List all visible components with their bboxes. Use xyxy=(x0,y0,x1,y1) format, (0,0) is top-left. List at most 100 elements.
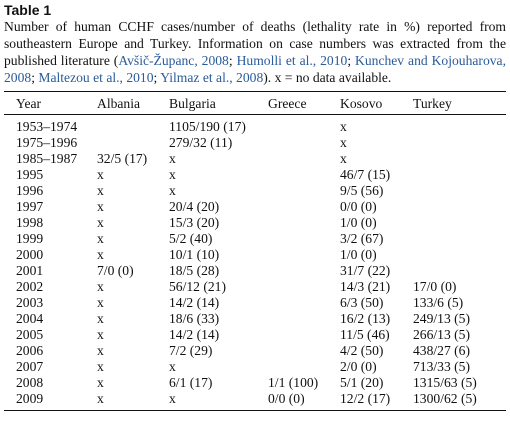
cell-turkey xyxy=(413,199,506,215)
cell-turkey xyxy=(413,135,506,151)
cell-bulgaria: 18/6 (33) xyxy=(169,311,268,327)
cell-kosovo: 31/7 (22) xyxy=(340,263,413,279)
header-greece: Greece xyxy=(268,92,340,114)
cell-albania: x xyxy=(97,375,169,391)
cell-year: 2005 xyxy=(4,327,97,343)
cell-turkey: 266/13 (5) xyxy=(413,327,506,343)
cell-year: 1999 xyxy=(4,231,97,247)
cell-year: 1997 xyxy=(4,199,97,215)
table-row: 2006 x 7/2 (29) 4/2 (50) 438/27 (6) xyxy=(4,343,506,359)
cell-greece xyxy=(268,327,340,343)
cell-albania: x xyxy=(97,183,169,199)
reference-link[interactable]: Humolli et al., 2010 xyxy=(237,53,348,68)
cell-kosovo: 16/2 (13) xyxy=(340,311,413,327)
table-row: 2007 x x 2/0 (0) 713/33 (5) xyxy=(4,359,506,375)
cell-bulgaria: 20/4 (20) xyxy=(169,199,268,215)
cell-albania: x xyxy=(97,247,169,263)
table-row: 2000 x 10/1 (10) 1/0 (0) xyxy=(4,247,506,263)
table-row: 2008 x 6/1 (17) 1/1 (100) 5/1 (20) 1315/63 (5… xyxy=(4,375,506,391)
cell-turkey xyxy=(413,231,506,247)
cell-kosovo: 46/7 (15) xyxy=(340,167,413,183)
cell-albania: x xyxy=(97,199,169,215)
cell-year: 2006 xyxy=(4,343,97,359)
cell-albania: 32/5 (17) xyxy=(97,151,169,167)
caption-text: ; xyxy=(347,53,355,68)
cell-greece xyxy=(268,231,340,247)
cell-greece xyxy=(268,183,340,199)
cell-albania: x xyxy=(97,295,169,311)
cell-turkey xyxy=(413,167,506,183)
cell-greece xyxy=(268,151,340,167)
cell-year: 2003 xyxy=(4,295,97,311)
cell-bulgaria: 5/2 (40) xyxy=(169,231,268,247)
cell-bulgaria: 14/2 (14) xyxy=(169,295,268,311)
cell-turkey xyxy=(413,263,506,279)
table-row: 2001 7/0 (0) 18/5 (28) 31/7 (22) xyxy=(4,263,506,279)
cell-year: 2009 xyxy=(4,391,97,407)
cell-albania: x xyxy=(97,327,169,343)
cell-turkey: 1300/62 (5) xyxy=(413,391,506,407)
cell-year: 2004 xyxy=(4,311,97,327)
table-row: 1953–1974 1105/190 (17) x xyxy=(4,115,506,135)
table-caption: Number of human CCHF cases/number of dea… xyxy=(4,18,506,86)
cell-year: 1995 xyxy=(4,167,97,183)
cell-year: 1998 xyxy=(4,215,97,231)
cell-bulgaria: 56/12 (21) xyxy=(169,279,268,295)
caption-text: ). x = no data available. xyxy=(263,70,391,85)
header-turkey: Turkey xyxy=(413,92,506,114)
cell-greece xyxy=(268,359,340,375)
cell-year: 2008 xyxy=(4,375,97,391)
cell-albania: x xyxy=(97,231,169,247)
table-row: 1985–1987 32/5 (17) x x xyxy=(4,151,506,167)
cell-year: 1953–1974 xyxy=(4,115,97,135)
table-row: 2003 x 14/2 (14) 6/3 (50) 133/6 (5) xyxy=(4,295,506,311)
header-albania: Albania xyxy=(97,92,169,114)
data-table: Year Albania Bulgaria Greece Kosovo Turk… xyxy=(4,92,506,407)
cell-turkey: 438/27 (6) xyxy=(413,343,506,359)
cell-greece xyxy=(268,247,340,263)
reference-link[interactable]: Yilmaz et al., 2008 xyxy=(160,70,263,85)
cell-turkey: 713/33 (5) xyxy=(413,359,506,375)
cell-year: 1985–1987 xyxy=(4,151,97,167)
cell-bulgaria: x xyxy=(169,151,268,167)
cell-bulgaria: 10/1 (10) xyxy=(169,247,268,263)
cell-bulgaria: 15/3 (20) xyxy=(169,215,268,231)
cell-bulgaria: 279/32 (11) xyxy=(169,135,268,151)
cell-turkey xyxy=(413,115,506,135)
cell-kosovo: 4/2 (50) xyxy=(340,343,413,359)
bottom-rule xyxy=(4,410,506,411)
reference-link[interactable]: Avšič-Županc, 2008 xyxy=(118,53,229,68)
cell-turkey: 1315/63 (5) xyxy=(413,375,506,391)
table-row: 1998 x 15/3 (20) 1/0 (0) xyxy=(4,215,506,231)
cell-albania: 7/0 (0) xyxy=(97,263,169,279)
reference-link[interactable]: Maltezou et al., 2010 xyxy=(38,70,153,85)
cell-greece xyxy=(268,295,340,311)
table-figure: Table 1 Number of human CCHF cases/numbe… xyxy=(4,2,506,411)
cell-kosovo: 9/5 (56) xyxy=(340,183,413,199)
table-row: 2002 x 56/12 (21) 14/3 (21) 17/0 (0) xyxy=(4,279,506,295)
cell-kosovo: 12/2 (17) xyxy=(340,391,413,407)
cell-kosovo: 1/0 (0) xyxy=(340,215,413,231)
cell-kosovo: 1/0 (0) xyxy=(340,247,413,263)
cell-year: 1996 xyxy=(4,183,97,199)
cell-year: 2007 xyxy=(4,359,97,375)
cell-greece xyxy=(268,263,340,279)
cell-bulgaria: x xyxy=(169,183,268,199)
table-row: 1996 x x 9/5 (56) xyxy=(4,183,506,199)
header-year: Year xyxy=(4,92,97,114)
table-row: 1999 x 5/2 (40) 3/2 (67) xyxy=(4,231,506,247)
cell-bulgaria: 14/2 (14) xyxy=(169,327,268,343)
cell-greece: 0/0 (0) xyxy=(268,391,340,407)
cell-bulgaria: 1105/190 (17) xyxy=(169,115,268,135)
cell-turkey: 17/0 (0) xyxy=(413,279,506,295)
cell-albania xyxy=(97,135,169,151)
cell-turkey xyxy=(413,183,506,199)
cell-year: 2000 xyxy=(4,247,97,263)
table-row: 1995 x x 46/7 (15) xyxy=(4,167,506,183)
cell-albania xyxy=(97,115,169,135)
header-kosovo: Kosovo xyxy=(340,92,413,114)
cell-bulgaria: x xyxy=(169,391,268,407)
cell-greece xyxy=(268,215,340,231)
cell-kosovo: x xyxy=(340,135,413,151)
cell-kosovo: 11/5 (46) xyxy=(340,327,413,343)
